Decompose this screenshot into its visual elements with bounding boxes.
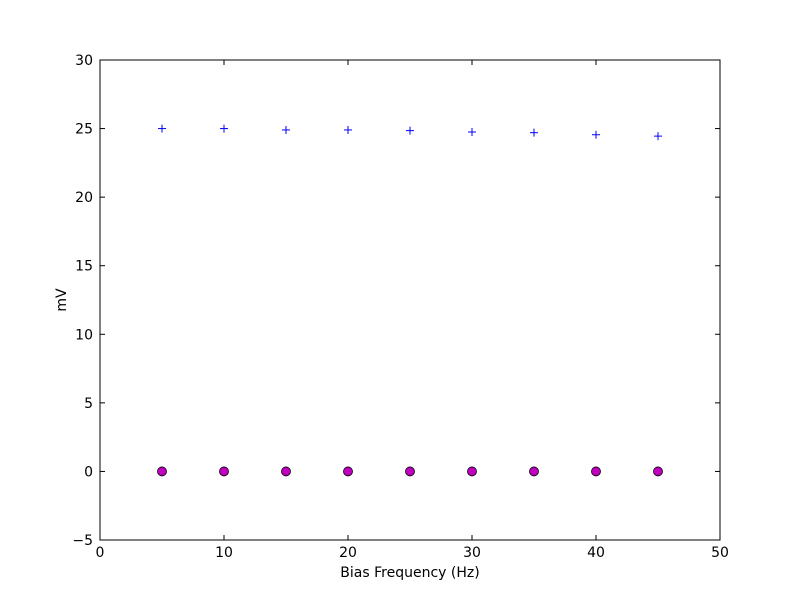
x-tick-label: 20	[339, 545, 357, 561]
plus-marker	[406, 126, 414, 135]
circle-marker	[219, 466, 229, 477]
x-tick-label: 10	[215, 545, 233, 561]
plus-marker	[530, 128, 538, 137]
x-tick-label: 0	[96, 545, 105, 561]
plus-marker	[468, 128, 476, 136]
circle-marker	[405, 466, 415, 477]
plus-marker	[592, 130, 600, 139]
plus-marker	[220, 124, 228, 133]
y-tick-label: 25	[75, 122, 93, 138]
y-tick-label: 5	[84, 396, 93, 412]
plus-marker	[158, 124, 166, 133]
y-axis-label: mV	[54, 288, 70, 312]
circle-marker	[529, 466, 539, 477]
circle-marker	[343, 466, 353, 477]
x-tick-label: 50	[711, 545, 729, 561]
series-0	[158, 124, 662, 141]
y-tick-label: 30	[75, 53, 93, 69]
y-tick-label: 10	[75, 327, 93, 343]
circle-marker	[653, 466, 663, 477]
plus-marker	[344, 125, 352, 134]
x-tick-label: 40	[587, 545, 605, 561]
circle-marker	[157, 466, 167, 477]
circle-marker	[281, 466, 291, 477]
series-1	[157, 466, 663, 477]
circle-marker	[467, 466, 477, 477]
y-tick-label: 15	[75, 259, 93, 275]
circle-marker	[591, 466, 601, 477]
x-axis-label: Bias Frequency (Hz)	[340, 565, 479, 581]
y-tick-label: −5	[72, 533, 93, 549]
y-tick-label: 20	[75, 190, 93, 206]
data-marks	[157, 124, 663, 477]
plot-frame	[99, 59, 721, 541]
plus-marker	[282, 125, 290, 134]
y-tick-label: 0	[84, 464, 93, 480]
plus-marker	[654, 132, 662, 141]
x-tick-label: 30	[463, 545, 481, 561]
axis-ticks	[99, 59, 721, 541]
